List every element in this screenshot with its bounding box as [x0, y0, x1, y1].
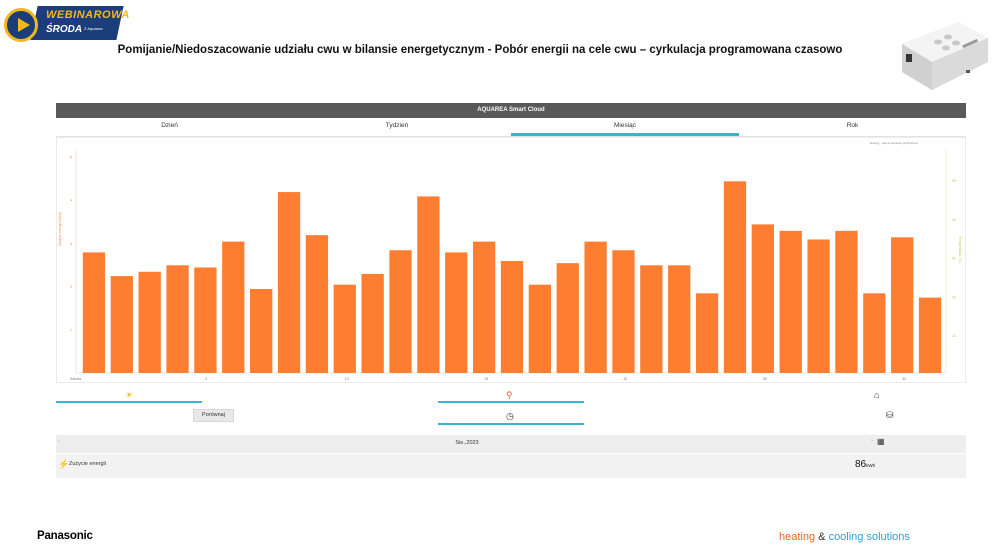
- bar-day-20: [612, 250, 635, 373]
- tab-day[interactable]: Dzień: [161, 122, 178, 129]
- left-tick-label: 4: [70, 199, 72, 203]
- sun-icon[interactable]: ☀: [125, 390, 134, 400]
- logo-line3: Z Aquarea: [84, 26, 103, 31]
- x-tick-label: Sobota: [70, 377, 81, 381]
- chart-note: Energy · jest to wartości przybliżone: [870, 141, 919, 145]
- bar-day-9: [305, 235, 329, 373]
- date-label: Sie.,2023: [455, 440, 479, 446]
- bar-day-31: [918, 297, 942, 373]
- bar-day-27: [807, 239, 830, 373]
- clock-icon[interactable]: ◷: [506, 411, 514, 421]
- bar-day-3: [138, 271, 161, 373]
- bar-day-2: [110, 276, 133, 373]
- bar-day-25: [751, 224, 774, 373]
- schedule-underline: [438, 423, 584, 425]
- tab-week[interactable]: Tydzień: [385, 122, 409, 129]
- calendar-icon[interactable]: ▦: [877, 437, 885, 446]
- left-tick-label: 5: [70, 156, 72, 160]
- right-tick-label: 20: [952, 295, 956, 299]
- tagline-cooling: cooling solutions: [828, 531, 910, 543]
- panasonic-logo: Panasonic: [37, 530, 93, 542]
- bar-day-15: [472, 241, 496, 373]
- tank-icon[interactable]: ⛁: [886, 410, 894, 420]
- footer-tagline: heating & cooling solutions: [779, 531, 910, 543]
- energy-value: 86kWh: [855, 459, 876, 470]
- logo-line1: WEBINAROWA: [46, 9, 130, 21]
- bar-day-16: [500, 261, 524, 373]
- controller-device-image: [902, 22, 988, 90]
- app-title-bar: AQUAREA Smart Cloud: [56, 103, 966, 118]
- lightning-icon: ⚡: [58, 459, 70, 469]
- bar-day-21: [640, 265, 663, 373]
- period-tabs: Dzień Tydzień Miesiąc Rok: [56, 118, 966, 137]
- tab-year[interactable]: Rok: [846, 122, 859, 129]
- bar-day-1: [82, 252, 106, 373]
- date-navigation-bar: ‹ Sie.,2023 › ▦: [56, 435, 966, 453]
- prev-arrow-icon[interactable]: ‹: [58, 438, 60, 444]
- left-tick-label: 2: [70, 285, 72, 289]
- bar-day-30: [891, 237, 914, 373]
- bar-day-18: [556, 263, 579, 373]
- bar-day-11: [361, 273, 384, 373]
- bar-day-23: [695, 293, 719, 373]
- bar-day-26: [779, 230, 802, 373]
- energy-summary-bar: ⚡ Zużycie energii 86kWh: [56, 454, 966, 478]
- bar-day-8: [277, 192, 301, 373]
- left-tick-label: 1: [70, 328, 72, 332]
- x-tick-label: 5: [205, 377, 207, 381]
- bar-day-19: [584, 241, 607, 373]
- compare-button[interactable]: Porównaj: [193, 409, 234, 422]
- energy-label: Zużycie energii: [69, 461, 106, 467]
- water-tap-icon[interactable]: ⚲: [506, 390, 513, 400]
- logo-line2: ŚRODA: [46, 24, 83, 35]
- right-tick-label: 10: [952, 334, 956, 338]
- bar-day-12: [389, 250, 412, 373]
- play-icon: [4, 8, 38, 42]
- x-tick-label: 10: [345, 377, 349, 381]
- bar-day-22: [668, 265, 691, 373]
- left-tick-label: 3: [70, 242, 72, 246]
- tank-underline: [438, 401, 584, 403]
- webinar-logo: WEBINAROWA ŚRODA Z Aquarea: [4, 2, 129, 42]
- bar-day-29: [863, 293, 886, 373]
- tagline-heating: heating: [779, 531, 816, 543]
- bar-day-28: [835, 230, 858, 373]
- tagline-amp: &: [818, 531, 826, 543]
- energy-bar-chart: 1 2 3 4 5 10 20 30 40 50 Sobota 5 10 15 20 25 30: [70, 149, 956, 381]
- next-arrow-icon[interactable]: ›: [871, 438, 873, 444]
- bar-day-24: [723, 181, 747, 373]
- house-icon[interactable]: ⌂: [874, 390, 880, 400]
- bar-day-14: [445, 252, 468, 373]
- chart-panel: [56, 137, 966, 383]
- x-tick-label: 15: [484, 377, 488, 381]
- x-tick-label: 30: [902, 377, 906, 381]
- bar-day-4: [166, 265, 189, 373]
- x-tick-label: 25: [763, 377, 767, 381]
- right-tick-label: 50: [952, 179, 956, 183]
- bar-day-10: [333, 284, 356, 373]
- x-tick-label: 20: [623, 377, 627, 381]
- right-tick-label: 30: [952, 257, 956, 261]
- tab-month[interactable]: Miesiąc: [511, 118, 739, 136]
- heating-underline: [56, 401, 202, 403]
- bar-day-13: [417, 196, 440, 373]
- bar-day-7: [250, 289, 273, 373]
- bar-day-6: [222, 241, 245, 373]
- slide-title: Pomijanie/Niedoszacowanie udziału cwu w …: [117, 44, 843, 56]
- right-tick-label: 40: [952, 218, 956, 222]
- bar-day-5: [194, 267, 217, 373]
- bar-day-17: [528, 284, 552, 373]
